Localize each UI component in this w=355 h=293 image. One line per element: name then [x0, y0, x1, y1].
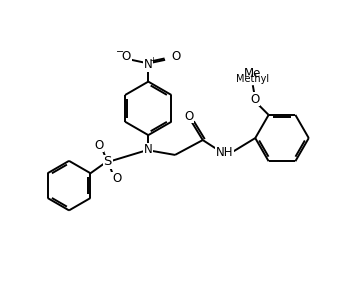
Text: N: N [144, 58, 153, 71]
Text: Methyl: Methyl [236, 74, 269, 84]
Text: O: O [184, 110, 193, 123]
Text: N: N [144, 144, 153, 156]
Text: O: O [250, 93, 260, 105]
Text: S: S [103, 155, 112, 168]
Text: −: − [116, 47, 125, 57]
Text: Me: Me [244, 67, 262, 80]
Text: O: O [122, 50, 131, 63]
Text: O: O [112, 172, 121, 185]
Text: +: + [149, 56, 156, 65]
Text: O: O [171, 50, 180, 63]
Text: O: O [94, 139, 103, 151]
Text: NH: NH [216, 146, 233, 159]
